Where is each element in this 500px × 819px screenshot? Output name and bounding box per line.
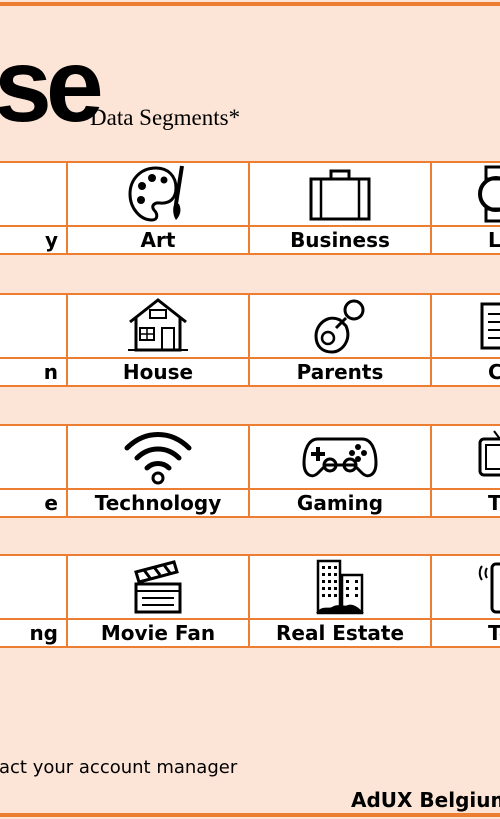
briefcase-icon <box>309 169 371 221</box>
segment-icon-cell <box>248 161 432 227</box>
footnote: act your account manager <box>0 757 238 778</box>
clapperboard-icon <box>134 560 182 614</box>
buildings-icon <box>316 559 364 615</box>
logo-text: se <box>0 28 104 144</box>
segment-label: e <box>0 488 68 518</box>
segment-label: Te <box>430 618 500 648</box>
segment-icon-cell <box>248 554 432 620</box>
brand-name: AdUX Belgium <box>351 788 500 812</box>
segment-icon-cell <box>66 293 250 359</box>
gamepad-icon <box>302 437 378 478</box>
book-icon <box>480 302 500 350</box>
segment-label-technology: Technology <box>66 488 250 518</box>
segment-label: T <box>430 488 500 518</box>
segment-label: Lu <box>430 225 500 255</box>
segment-icon-cell <box>0 161 68 227</box>
page-subtitle: Data Segments* <box>90 105 241 130</box>
segment-icon-cell <box>66 161 250 227</box>
segment-label-house: House <box>66 357 250 387</box>
bottom-divider <box>0 813 500 817</box>
watch-icon <box>478 165 500 223</box>
wifi-icon <box>124 432 192 485</box>
segment-icon-cell <box>0 424 68 490</box>
segment-label-parents: Parents <box>248 357 432 387</box>
segment-label-movie-fan: Movie Fan <box>66 618 250 648</box>
segment-icon-cell <box>66 424 250 490</box>
segment-icon-cell <box>248 293 432 359</box>
segment-icon-cell <box>430 293 500 359</box>
tv-icon <box>478 430 500 477</box>
segment-icon-cell <box>0 554 68 620</box>
palette-icon <box>128 165 184 222</box>
segment-label: y <box>0 225 68 255</box>
segment-label: n <box>0 357 68 387</box>
segment-table-1: y Art Business Lu <box>0 161 500 255</box>
segment-table-4: ng Movie Fan Real Estate Te <box>0 554 500 648</box>
segment-table-2: n House Parents Cu <box>0 293 500 387</box>
segment-icon-cell <box>430 161 500 227</box>
segment-label: Cu <box>430 357 500 387</box>
segment-label-art: Art <box>66 225 250 255</box>
segment-icon-cell <box>430 424 500 490</box>
segment-table-3: e Technology Gaming T <box>0 424 500 518</box>
pacifier-icon <box>314 299 365 354</box>
segment-label-business: Business <box>248 225 432 255</box>
segment-icon-cell <box>430 554 500 620</box>
segment-icon-cell <box>248 424 432 490</box>
segment-icon-cell <box>66 554 250 620</box>
segment-label: ng <box>0 618 68 648</box>
segment-label-gaming: Gaming <box>248 488 432 518</box>
top-divider <box>0 2 500 6</box>
house-icon <box>128 298 188 352</box>
smartphone-icon <box>478 562 500 614</box>
segment-label-real-estate: Real Estate <box>248 618 432 648</box>
segment-icon-cell <box>0 293 68 359</box>
